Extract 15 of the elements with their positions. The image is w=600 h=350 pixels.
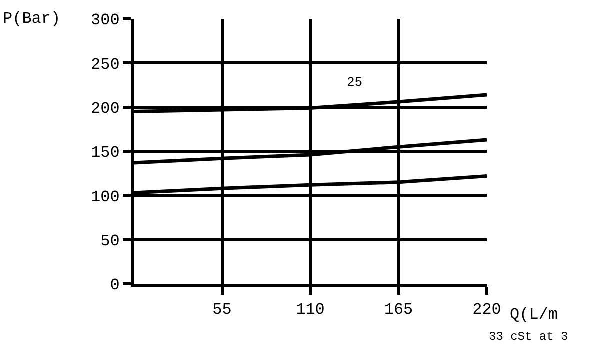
annotation: 25 bbox=[347, 75, 363, 90]
x-axis-title: Q(L/m bbox=[510, 306, 558, 324]
y-axis-title: P(Bar) bbox=[3, 10, 61, 28]
x-tick-label: 220 bbox=[472, 301, 502, 320]
y-tick-label: 0 bbox=[110, 276, 120, 295]
y-tick-label: 50 bbox=[100, 232, 120, 250]
y-tick-label: 150 bbox=[90, 144, 120, 162]
y-tick-label: 200 bbox=[90, 100, 120, 118]
x-tick-label: 55 bbox=[212, 301, 232, 320]
y-tick-label: 100 bbox=[90, 188, 120, 206]
y-tick-label: 300 bbox=[90, 12, 120, 30]
x-tick-label: 110 bbox=[296, 301, 325, 320]
x-tick-label: 165 bbox=[384, 301, 414, 320]
text: 33 cSt at 3 bbox=[489, 330, 568, 344]
y-tick-label: 250 bbox=[90, 56, 120, 74]
